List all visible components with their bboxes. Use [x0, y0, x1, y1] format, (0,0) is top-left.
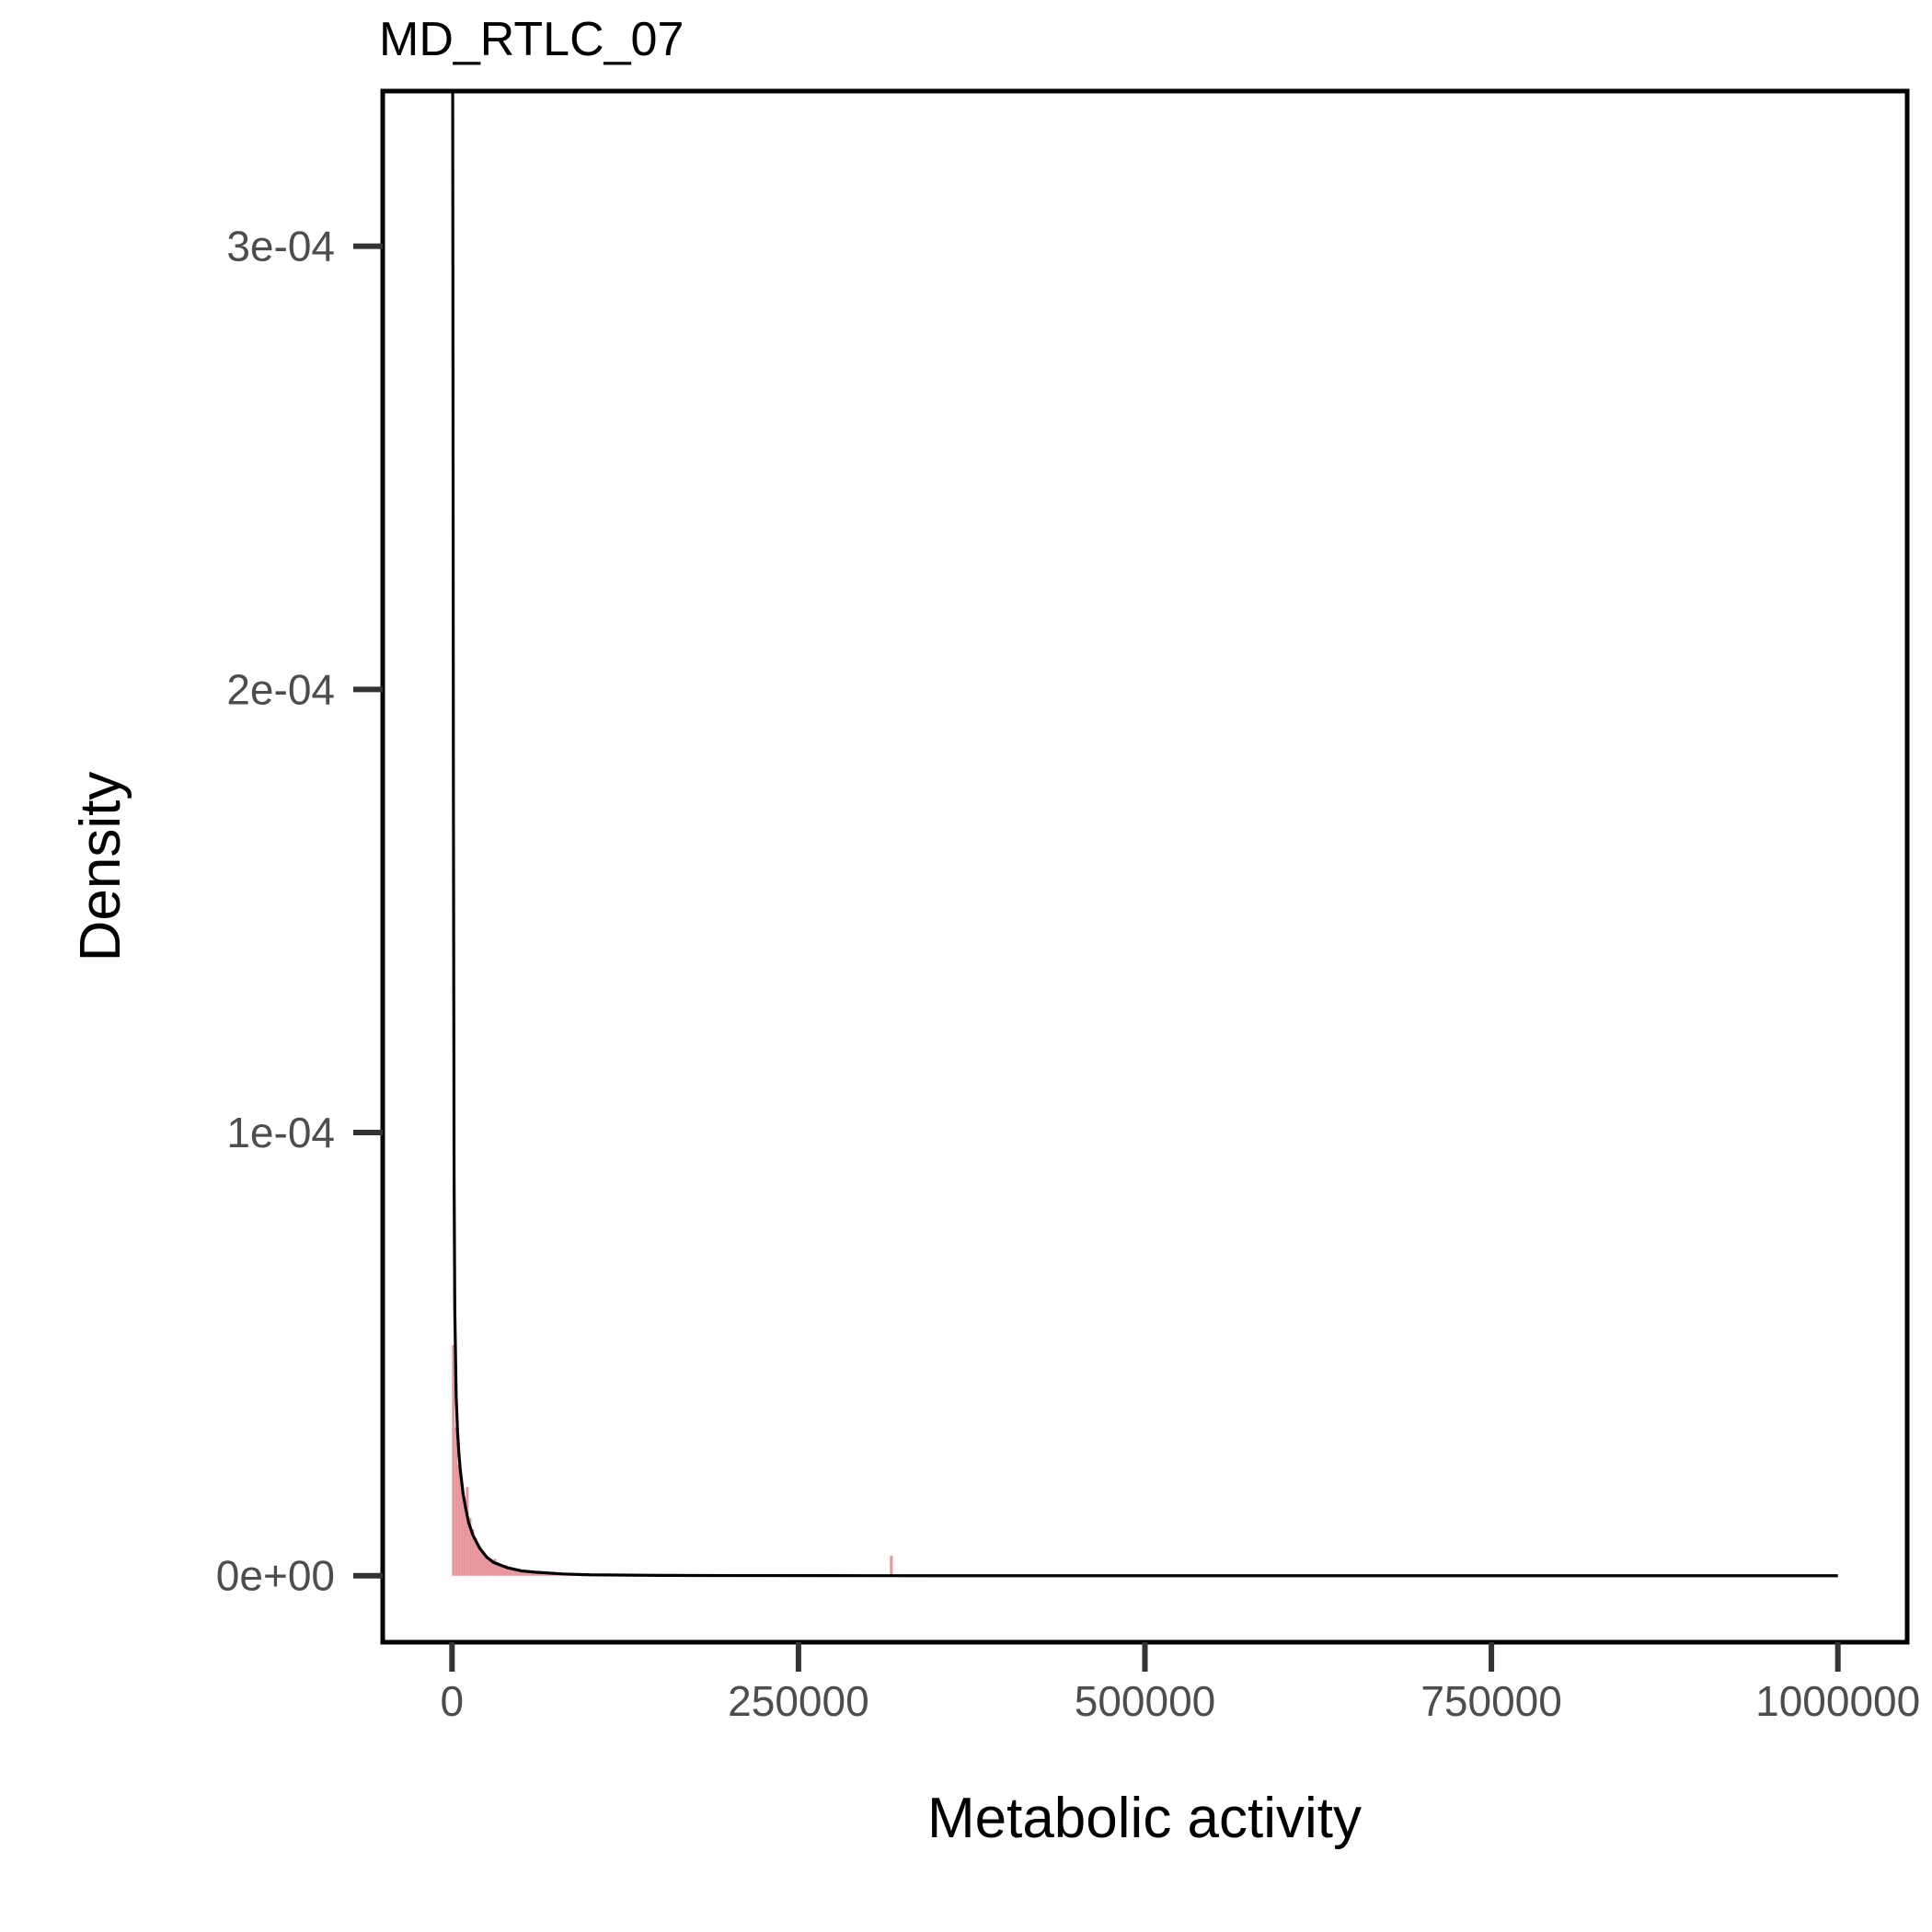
histogram-bar-13: [488, 1558, 491, 1576]
histogram-bar-18: [501, 1566, 505, 1576]
histogram-bar-14: [490, 1559, 494, 1576]
histogram-bar-8: [474, 1537, 477, 1576]
histogram-bar-16: [496, 1562, 500, 1576]
histogram-bar-21: [512, 1569, 519, 1576]
y-tick-label-2: 2e-04: [226, 665, 335, 713]
histogram-bar-19: [504, 1565, 508, 1576]
chart-title: MD_RTLC_07: [379, 13, 684, 66]
x-tick-label-4: 1000000: [1755, 1677, 1920, 1725]
histogram-bar-4: [463, 1500, 466, 1576]
histogram-bar-12: [485, 1556, 489, 1576]
density-curve: [451, 91, 1838, 1578]
histogram-bar-23: [523, 1570, 530, 1576]
histogram-bar-9: [477, 1545, 480, 1576]
plot-area: [451, 91, 1838, 1578]
y-axis-label: Density: [69, 772, 132, 962]
x-tick-label-0: 0: [441, 1677, 465, 1725]
histogram: [452, 1345, 893, 1576]
plot-panel-border: [380, 88, 1910, 1645]
histogram-bar-22: [518, 1570, 524, 1576]
x-axis-label: Metabolic activity: [927, 1787, 1362, 1850]
histogram-bar-20: [507, 1568, 513, 1576]
histogram-bar-10: [479, 1548, 483, 1576]
histogram-bar-11: [482, 1552, 486, 1576]
histogram-bar-24: [529, 1570, 535, 1576]
x-tick-label-3: 750000: [1420, 1677, 1562, 1725]
histogram-bar-5: [466, 1487, 469, 1576]
x-tick-label-1: 250000: [728, 1677, 869, 1725]
y-axis: 0e+00 1e-04 2e-04 3e-04: [216, 223, 383, 1600]
histogram-bar-1: [454, 1427, 458, 1576]
histogram-bar-2: [457, 1465, 461, 1576]
histogram-bar-0: [452, 1345, 455, 1576]
y-tick-label-1: 1e-04: [226, 1109, 335, 1156]
histogram-bar-17: [499, 1563, 502, 1576]
x-tick-label-2: 500000: [1075, 1677, 1216, 1725]
histogram-bar-7: [471, 1529, 475, 1576]
histogram-bar-6: [468, 1518, 472, 1576]
histogram-bar-3: [460, 1482, 464, 1576]
histogram-bar-33: [890, 1556, 893, 1576]
y-tick-label-3: 3e-04: [226, 223, 335, 270]
histogram-bar-25: [535, 1571, 544, 1576]
y-tick-label-0: 0e+00: [216, 1552, 335, 1600]
x-axis: 0 250000 500000 750000 1000000: [441, 1642, 1920, 1725]
histogram-bar-15: [493, 1558, 497, 1576]
